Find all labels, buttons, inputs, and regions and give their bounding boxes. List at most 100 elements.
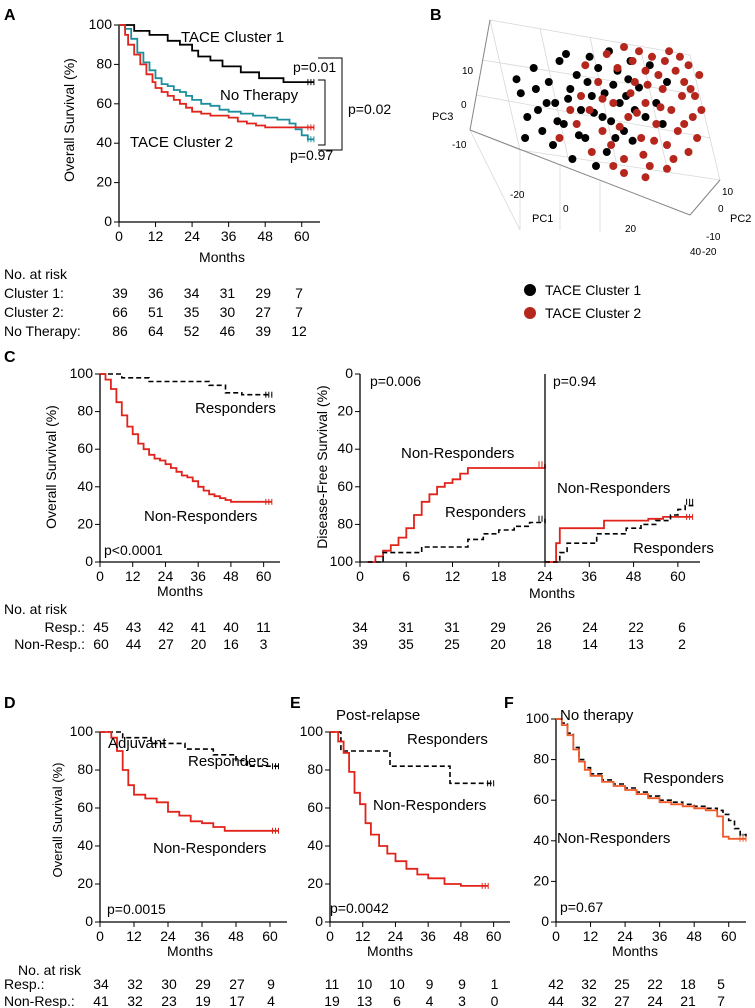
pca-point-tace-cluster-1: [555, 57, 564, 65]
pca-point-tace-cluster-1: [529, 64, 538, 72]
panel-a-xlabel: Months: [199, 249, 245, 265]
pca-point-tace-cluster-2: [671, 66, 680, 75]
pca-point-tace-cluster-2: [613, 64, 622, 72]
pc3-tick: -10: [452, 140, 467, 151]
risk-cell: 66: [112, 304, 128, 320]
panel-c-dfs-ylabel: Disease-Free Survival (%): [314, 385, 330, 548]
risk-cell: 86: [112, 323, 128, 339]
risk-cell: 11: [256, 619, 271, 635]
panel-b-points: [512, 43, 706, 182]
x-tick-label: 48: [453, 928, 469, 944]
panel-a-bracket-inner: [318, 79, 326, 146]
y-tick-label: 0: [315, 913, 323, 929]
pca-point-tace-cluster-1: [628, 136, 637, 145]
risk-cell: 31: [220, 285, 236, 301]
panel-e-xlabel: Months: [367, 943, 413, 959]
panel-c-dfs-xlabel: Months: [529, 585, 575, 601]
pc1-tick: -20: [510, 190, 525, 201]
pca-point-tace-cluster-1: [572, 71, 581, 79]
pc1-tick: 0: [563, 204, 569, 215]
km-curve-non-responders: [330, 731, 489, 887]
legend-marker-cluster1: [524, 284, 536, 296]
pca-point-tace-cluster-2: [656, 103, 665, 112]
risk-cell: 24: [582, 619, 598, 635]
risk-cell: 20: [191, 636, 207, 652]
pca-point-tace-cluster-1: [602, 148, 611, 156]
y-tick-label: 80: [77, 761, 93, 777]
pca-point-tace-cluster-1: [658, 120, 667, 128]
risk-cell: 34: [93, 976, 109, 992]
y-tick-label: 100: [70, 723, 94, 739]
panel-a-pvalue-2: p=0.02: [348, 101, 391, 117]
risk-row-label: Non-Resp.:: [14, 636, 85, 652]
pca-point-tace-cluster-1: [594, 64, 603, 72]
km-curve-non-responders: [545, 516, 693, 563]
pca-point-tace-cluster-2: [688, 113, 697, 121]
risk-cell: 30: [220, 304, 236, 320]
x-tick-label: 0: [552, 928, 560, 944]
y-tick-label: 80: [307, 761, 323, 777]
risk-cell: 51: [148, 304, 164, 320]
panel-b-axis-label-pc1: PC1: [532, 213, 553, 225]
panel-d-label-responders: Responders: [188, 753, 269, 770]
x-tick-label: 12: [125, 568, 141, 584]
y-tick-label: 60: [77, 799, 93, 815]
panel-c-os-plot: 0 20 40 60 80 100 0 12 24 36 48 60 Overall Survival…: [4, 365, 280, 652]
km-curve-responders: [545, 501, 694, 563]
panel-c-os-plot-area: 0 20 40 60 80 100 0 12 24 36 48 60: [70, 365, 280, 584]
pca-point-tace-cluster-2: [630, 78, 639, 86]
pca-point-tace-cluster-2: [594, 78, 603, 86]
panel-c-dfs-label-nonresp-right: Non-Responders: [557, 480, 670, 497]
panel-b-axis-pc2: [689, 179, 721, 216]
pca-point-tace-cluster-2: [665, 47, 674, 56]
pca-point-tace-cluster-2: [648, 52, 656, 61]
y-tick-label: 0: [345, 365, 353, 381]
x-tick-label: 24: [158, 568, 174, 584]
pc2-tick: -10: [706, 232, 721, 243]
pca-point-tace-cluster-2: [620, 169, 628, 177]
pca-point-tace-cluster-2: [663, 164, 671, 173]
y-tick-label: 0: [541, 913, 549, 929]
risk-cell: 9: [267, 976, 275, 992]
panel-e-label-postrelapse: Post-relapse: [336, 707, 420, 724]
risk-cell: 32: [127, 976, 143, 992]
x-tick-label: 0: [115, 228, 123, 244]
risk-cell: 29: [195, 976, 211, 992]
panel-c-os-ylabel: Overall Survival (%): [43, 405, 59, 529]
km-curve-non-responders: [556, 718, 746, 840]
pca-point-tace-cluster-1: [521, 134, 530, 142]
panel-label-f: F: [504, 695, 514, 712]
y-tick-label: 100: [330, 553, 354, 569]
y-tick-label: 40: [77, 837, 93, 853]
risk-cell: 18: [536, 636, 552, 652]
risk-cell: 13: [628, 636, 644, 652]
x-tick-label: 60: [721, 928, 737, 944]
panel-a-pvalue-3: p=0.97: [290, 147, 333, 163]
pca-point-tace-cluster-1: [549, 141, 557, 149]
risk-cell: 41: [191, 619, 207, 635]
pca-point-tace-cluster-2: [663, 141, 671, 149]
y-tick-label: 20: [77, 515, 93, 531]
risk-cell: 60: [93, 636, 109, 652]
risk-cell: 19: [324, 993, 340, 1008]
pca-point-tace-cluster-2: [641, 99, 650, 107]
x-tick-label: 24: [537, 568, 553, 584]
pca-point-tace-cluster-2: [635, 47, 643, 56]
risk-cell: 24: [647, 993, 663, 1008]
risk-row-label: Non-Resp.:: [4, 993, 75, 1008]
panel-a-risk-table: No. at risk Cluster 1: 39 36 34 31 29 7 Cluster…: [4, 266, 307, 339]
pca-point-tace-cluster-2: [680, 120, 689, 128]
y-tick-label: 40: [307, 837, 323, 853]
pca-point-tace-cluster-2: [652, 120, 661, 128]
pca-point-tace-cluster-2: [669, 155, 678, 163]
panel-e-label-responders: Responders: [407, 731, 488, 748]
risk-cell: 42: [548, 976, 564, 992]
risk-cell: 0: [491, 993, 499, 1008]
km-curve-tace-cluster-2: [119, 24, 314, 129]
panel-c-dfs-label-nonresp-left: Non-Responders: [401, 445, 514, 462]
pca-point-tace-cluster-1: [581, 134, 590, 142]
x-tick-label: 6: [402, 568, 410, 584]
x-tick-label: 60: [294, 228, 310, 244]
risk-cell: 39: [255, 323, 271, 339]
